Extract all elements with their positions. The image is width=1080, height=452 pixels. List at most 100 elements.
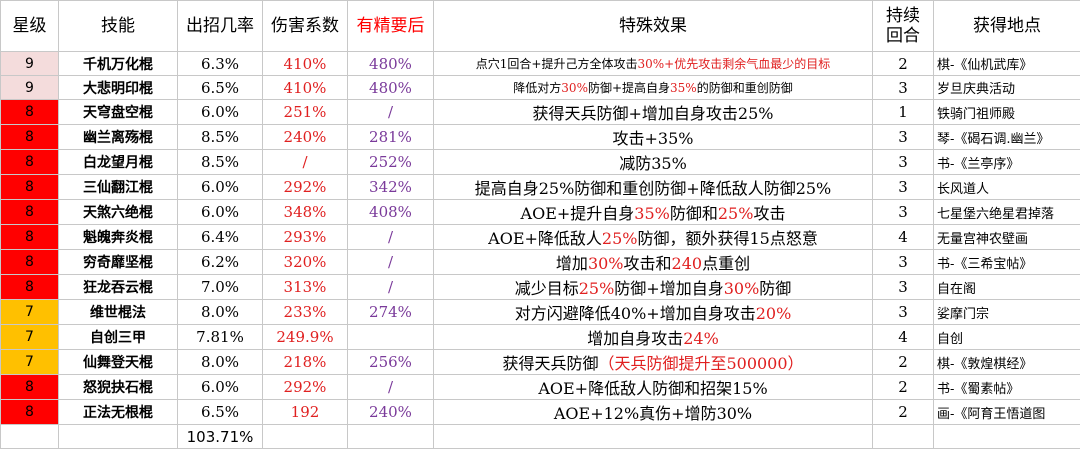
row: 8 天煞六绝棍 6.0% 348% 408% AOE+提升自身35%防御和25%攻击 3 七星… xyxy=(0,199,1080,225)
skill-name: 魁魄奔炎棍 xyxy=(58,224,178,250)
damage: 218% xyxy=(262,349,348,375)
effect-text: 防御 xyxy=(759,279,792,298)
effect-text: 防御，额外获得15点怒意 xyxy=(637,229,818,248)
special-effect: 增加30%攻击和240点重创 xyxy=(433,249,873,275)
duration: 3 xyxy=(872,124,934,150)
duration: 3 xyxy=(872,75,934,100)
skill-name: 千机万化棍 xyxy=(58,51,178,76)
star-level: 7 xyxy=(0,299,59,325)
effect-text: 获得天兵防御+增加自身攻击25% xyxy=(532,104,774,123)
effect-text: 提高自身25%防御和重创防御+降低敌人防御25% xyxy=(474,179,832,198)
skill-name: 天穹盘空棍 xyxy=(58,99,178,125)
refined-damage: / xyxy=(347,99,434,125)
duration: 3 xyxy=(872,174,934,200)
refined-damage: 342% xyxy=(347,174,434,200)
refined-damage: 256% xyxy=(347,349,434,375)
refined-damage: / xyxy=(347,374,434,400)
special-effect: AOE+降低敌人防御和招架15% xyxy=(433,374,873,400)
rate: 8.0% xyxy=(177,349,263,375)
header-row: 星级 技能 出招几率 伤害系数 有精要后 特殊效果 持续 回合 获得地点 xyxy=(0,0,1080,52)
source: 铁骑门祖师殿 xyxy=(933,99,1080,125)
effect-text: 30%+优先攻击剩余气血最少的目标 xyxy=(637,57,831,71)
source: 琴-《碣石调.幽兰》 xyxy=(933,124,1080,150)
damage: 348% xyxy=(262,199,348,225)
special-effect: 增加自身攻击24% xyxy=(433,324,873,350)
star-level: 8 xyxy=(0,149,59,175)
duration: 3 xyxy=(872,199,934,225)
damage: 240% xyxy=(262,124,348,150)
source: 岁旦庆典活动 xyxy=(933,75,1080,100)
duration: 3 xyxy=(872,299,934,325)
rate: 7.0% xyxy=(177,274,263,300)
rate: 8.5% xyxy=(177,124,263,150)
skill-name: 三仙翻江棍 xyxy=(58,174,178,200)
duration: 4 xyxy=(872,224,934,250)
star-level: 8 xyxy=(0,99,59,125)
damage: 233% xyxy=(262,299,348,325)
duration: 3 xyxy=(872,274,934,300)
skill-name: 自创三甲 xyxy=(58,324,178,350)
header-text: 回合 xyxy=(886,26,920,46)
refined-damage: / xyxy=(347,224,434,250)
rate: 6.0% xyxy=(177,199,263,225)
star-level: 8 xyxy=(0,224,59,250)
footer-cell xyxy=(262,424,348,449)
damage: / xyxy=(262,149,348,175)
star-level: 8 xyxy=(0,124,59,150)
effect-text: 24% xyxy=(683,329,719,348)
footer-cell xyxy=(872,424,934,449)
duration: 2 xyxy=(872,399,934,425)
refined-damage: 480% xyxy=(347,51,434,76)
special-effect: AOE+12%真伤+增防30% xyxy=(433,399,873,425)
skill-name: 穷奇靡坚棍 xyxy=(58,249,178,275)
effect-text: AOE+提升自身 xyxy=(520,204,635,223)
special-effect: 获得天兵防御（天兵防御提升至500000） xyxy=(433,349,873,375)
source: 棋-《仙机武库》 xyxy=(933,51,1080,76)
refined-damage: 240% xyxy=(347,399,434,425)
star-level: 9 xyxy=(0,75,59,100)
damage: 292% xyxy=(262,174,348,200)
rate: 6.2% xyxy=(177,249,263,275)
duration: 3 xyxy=(872,249,934,275)
effect-text: AOE+降低敌人防御和招架15% xyxy=(538,379,768,398)
star-level: 8 xyxy=(0,374,59,400)
header-cell: 有精要后 xyxy=(347,0,434,52)
header-cell: 伤害系数 xyxy=(262,0,348,52)
effect-text: 点重创 xyxy=(702,254,751,273)
source: 书-《蜀素帖》 xyxy=(933,374,1080,400)
star-level: 7 xyxy=(0,324,59,350)
rate: 6.0% xyxy=(177,174,263,200)
effect-text: 攻击+35% xyxy=(612,129,694,148)
row: 8 正法无根棍 6.5% 192 240% AOE+12%真伤+增防30% 2 画-《阿育王悟… xyxy=(0,399,1080,425)
skill-name: 幽兰离殇棍 xyxy=(58,124,178,150)
source: 无量宫神农壁画 xyxy=(933,224,1080,250)
star-level: 9 xyxy=(0,51,59,76)
row: 7 自创三甲 7.81% 249.9% 增加自身攻击24% 4 自创 xyxy=(0,324,1080,350)
special-effect: AOE+提升自身35%防御和25%攻击 xyxy=(433,199,873,225)
special-effect: 降低对方30%防御+提高自身35%的防御和重创防御 xyxy=(433,75,873,100)
footer-cell xyxy=(433,424,873,449)
effect-text: 点穴1回合+提升己方全体攻击 xyxy=(475,57,638,71)
rate: 6.0% xyxy=(177,99,263,125)
footer-cell: 103.71% xyxy=(177,424,263,449)
duration: 3 xyxy=(872,149,934,175)
effect-text: 20% xyxy=(755,304,792,323)
duration: 4 xyxy=(872,324,934,350)
refined-damage: 281% xyxy=(347,124,434,150)
damage: 292% xyxy=(262,374,348,400)
source: 娑摩门宗 xyxy=(933,299,1080,325)
star-level: 8 xyxy=(0,274,59,300)
footer-cell xyxy=(347,424,434,449)
skill-name: 怒猊抉石棍 xyxy=(58,374,178,400)
row: 8 穷奇靡坚棍 6.2% 320% / 增加30%攻击和240点重创 3 书-《三希宝帖》 xyxy=(0,249,1080,275)
header-cell: 出招几率 xyxy=(177,0,263,52)
source: 棋-《敦煌棋经》 xyxy=(933,349,1080,375)
footer-cell xyxy=(58,424,178,449)
special-effect: 减防35% xyxy=(433,149,873,175)
rate: 6.5% xyxy=(177,399,263,425)
effect-text: 对方闪避降低40%+增加自身攻击 xyxy=(514,304,756,323)
effect-text: 防御+提高自身 xyxy=(587,81,671,95)
effect-text: 增加 xyxy=(555,254,588,273)
special-effect: 减少目标25%防御+增加自身30%防御 xyxy=(433,274,873,300)
